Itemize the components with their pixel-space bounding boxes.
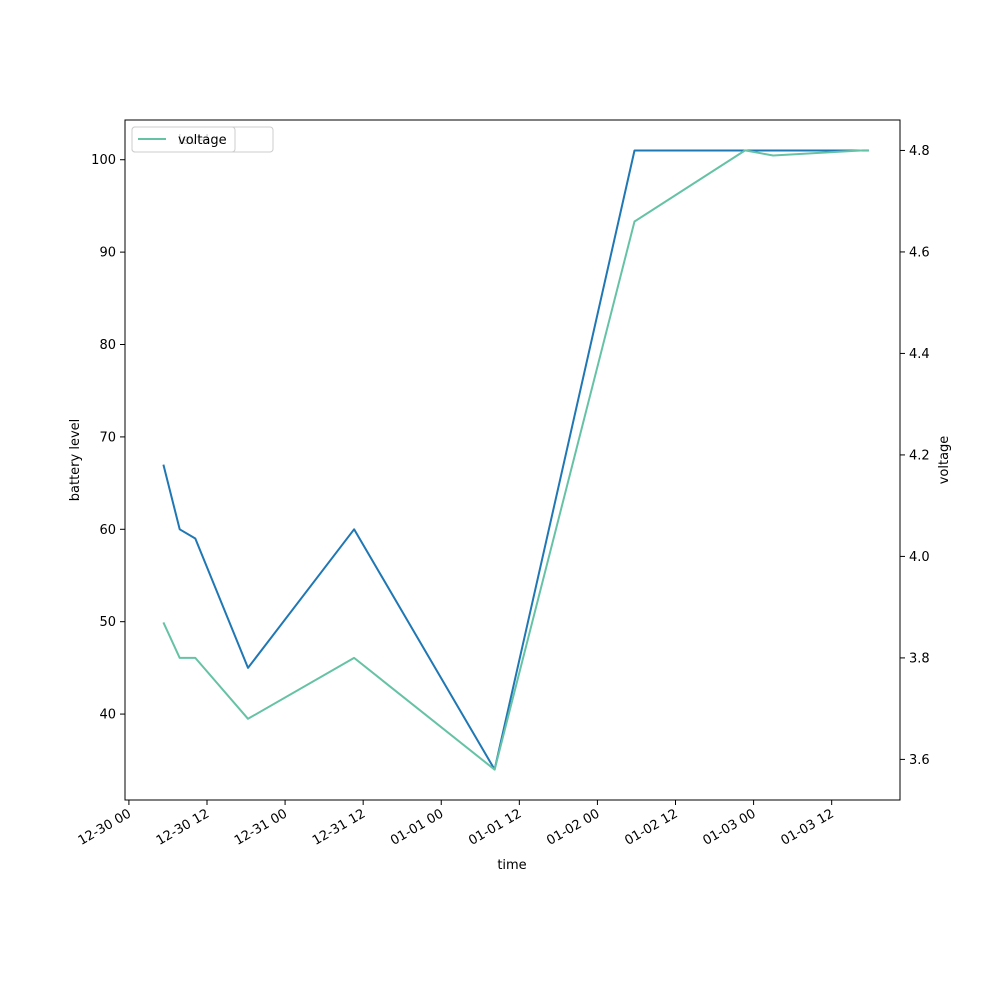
x-tick-label: 01-02 00	[544, 806, 602, 848]
x-tick-label: 12-31 12	[310, 806, 368, 848]
y-left-tick-label: 80	[99, 338, 116, 353]
x-tick-label: 01-01 12	[466, 806, 524, 848]
plot-frame	[124, 119, 901, 801]
y-right-tick-label: 3.6	[909, 753, 930, 768]
series-layer	[162, 149, 869, 771]
y-right-tick-label: 4.6	[909, 245, 930, 260]
y-left-axis: 40 50 60 70 80 90 100	[91, 153, 125, 723]
legend-right-box	[131, 126, 236, 153]
y-left-tick-label: 40	[99, 708, 116, 723]
y-right-tick-label: 3.8	[909, 651, 930, 666]
y-right-tick-label: 4.2	[909, 448, 930, 463]
series-line-left	[162, 149, 869, 771]
y-left-tick-label: 70	[99, 430, 116, 445]
y-left-tick-label: 50	[99, 615, 116, 630]
y-right-tick-label: 4.0	[909, 550, 930, 565]
x-tick-label: 01-03 12	[779, 806, 837, 848]
y-left-axis-label: battery level	[68, 419, 83, 502]
series-line-right	[162, 149, 869, 771]
x-tick-label: 01-03 00	[700, 806, 758, 848]
legend-right-label: voltage	[178, 133, 227, 148]
y-right-axis: 3.6 3.8 4.0 4.2 4.4 4.6 4.8	[900, 144, 930, 768]
y-left-tick-label: 90	[99, 246, 116, 261]
y-left-tick-label: 60	[99, 523, 116, 538]
y-right-tick-label: 4.4	[909, 347, 930, 362]
y-right-tick-label: 4.8	[909, 144, 930, 159]
x-tick-label: 12-30 00	[76, 806, 134, 848]
x-tick-label: 01-02 12	[622, 806, 680, 848]
x-axis-label: time	[497, 858, 526, 873]
x-tick-label: 12-31 00	[232, 806, 290, 848]
x-axis: 12-30 00 12-30 12 12-31 00 12-31 12 01-01 00…	[76, 800, 837, 849]
y-left-tick-label: 100	[91, 153, 116, 168]
x-tick-label: 01-01 00	[388, 806, 446, 848]
legend-right: voltage	[131, 126, 236, 153]
y-right-axis-label: voltage	[937, 436, 952, 485]
x-tick-label: 12-30 12	[154, 806, 212, 848]
